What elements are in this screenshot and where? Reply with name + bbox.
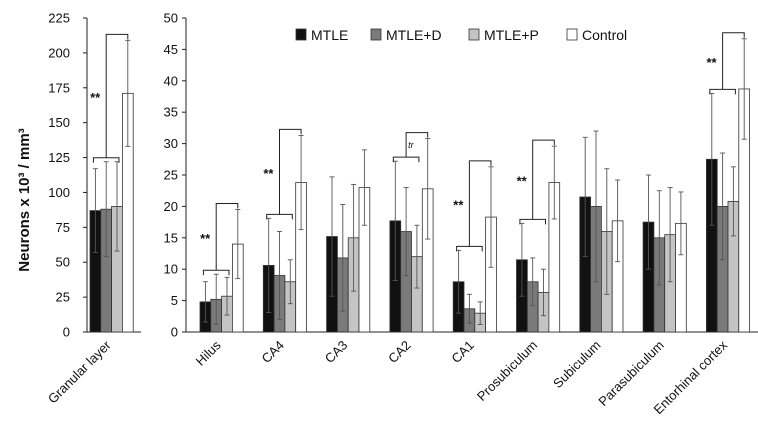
significance-label: ** <box>90 90 101 105</box>
y-tick-label: 50 <box>56 255 70 270</box>
panel-granular: 0 25 50 75 100 125 150 175 200 225 Granular layer *… <box>45 11 141 406</box>
x-tick-label-ca1: CA1 <box>448 338 476 366</box>
y-tick-label: 35 <box>164 105 178 120</box>
significance-label: ** <box>263 166 274 181</box>
legend-swatch-mtle <box>295 28 307 41</box>
y-tick-label: 30 <box>164 136 178 151</box>
y-tick-label: 20 <box>164 199 178 214</box>
y-tick-label: 25 <box>56 290 70 305</box>
y-tick-label: 0 <box>171 325 178 340</box>
significance-label: ** <box>453 198 464 213</box>
y-tick-label: 40 <box>164 73 178 88</box>
y-tick-label: 75 <box>56 220 70 235</box>
y-tick-label: 25 <box>164 168 178 183</box>
x-tick-label-granular-layer: Granular layer <box>45 337 114 406</box>
legend-swatch-control <box>566 28 578 41</box>
x-tick-label-ca2: CA2 <box>385 338 413 366</box>
x-tick-label-subiculum: Subiculum <box>550 338 604 392</box>
y-tick-label: 10 <box>164 262 178 277</box>
legend-label-control: Control <box>582 27 627 43</box>
x-tick-label-ca3: CA3 <box>322 338 350 366</box>
y-tick-label: 45 <box>164 42 178 57</box>
legend-label-mtle: MTLE <box>311 27 348 43</box>
significance-connector <box>468 160 492 247</box>
significance-connector <box>532 139 555 220</box>
significance-connector <box>279 128 302 215</box>
legend: MTLE MTLE+D MTLE+P Control <box>295 27 627 43</box>
significance-label: ** <box>706 55 717 70</box>
legend-swatch-mtle-p <box>468 28 480 41</box>
x-tick-label-hilus: Hilus <box>193 337 224 368</box>
significance-connector <box>722 32 745 90</box>
x-tick-label-prosubiculum: Prosubiculum <box>474 338 540 404</box>
y-tick-label: 50 <box>164 11 178 26</box>
legend-label-mtle-d: MTLE+D <box>386 27 442 43</box>
significance-connector <box>405 132 429 158</box>
significance-connector <box>215 203 239 271</box>
legend-swatch-mtle-d <box>370 28 382 41</box>
y-tick-label: 5 <box>171 293 178 308</box>
significance-connector <box>105 33 129 158</box>
legend-label-mtle-p: MTLE+P <box>484 27 539 43</box>
x-tick-label-ca4: CA4 <box>259 338 287 366</box>
significance-label: ** <box>200 231 211 246</box>
significance-label: tr <box>408 140 415 150</box>
y-tick-label: 200 <box>48 45 70 60</box>
y-tick-label: 175 <box>48 80 70 95</box>
y-tick-label: 0 <box>63 325 70 340</box>
x-tick-label-parasubiculum: Parasubiculum <box>595 338 666 409</box>
y-tick-label: 150 <box>48 115 70 130</box>
y-tick-label: 225 <box>48 11 70 26</box>
y-axis-label: Neurons x 10³ / mm³ <box>16 128 33 271</box>
y-tick-label: 15 <box>164 230 178 245</box>
y-tick-label: 100 <box>48 185 70 200</box>
significance-label: ** <box>517 174 528 189</box>
y-tick-label: 125 <box>48 150 70 165</box>
panel-regions: 0 5 10 15 20 25 30 35 40 45 50 Hilus ** CA4 ** CA3 CA2 tr… <box>164 11 758 417</box>
